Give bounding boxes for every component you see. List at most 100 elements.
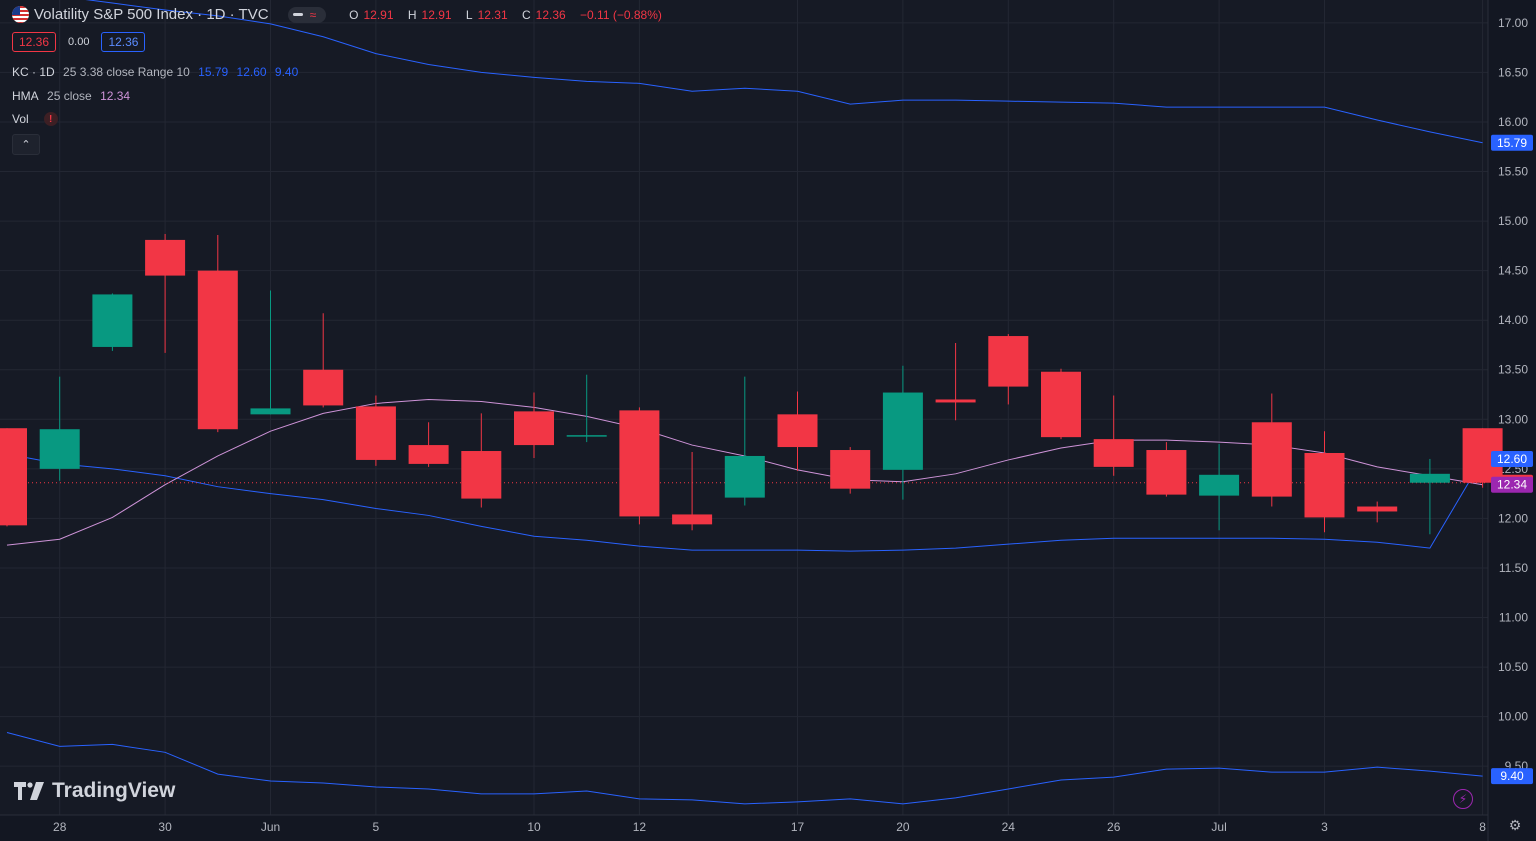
x-tick-label: Jul (1211, 820, 1226, 834)
x-tick-label: 28 (53, 820, 67, 834)
y-tick-label: 11.00 (1499, 611, 1528, 625)
high-value: 12.91 (421, 7, 452, 22)
close-value: 12.36 (535, 7, 566, 22)
y-tick-label: 13.50 (1498, 363, 1528, 377)
candle-body (39, 429, 80, 469)
candle-body (882, 392, 923, 470)
candle-body (988, 336, 1029, 387)
plot-area (0, 0, 1488, 815)
x-tick-label: 5 (373, 820, 380, 834)
kc-middle-value: 12.60 (236, 65, 267, 79)
candle-body (0, 428, 27, 526)
warning-icon[interactable]: ! (43, 112, 58, 126)
x-tick-label: 10 (527, 820, 541, 834)
y-tick-label: 16.00 (1498, 115, 1528, 129)
open-key: O (349, 7, 359, 22)
candle-body (1199, 474, 1240, 496)
collapse-legend-button[interactable]: ⌃ (12, 134, 40, 155)
x-tick-label: Jun (261, 820, 280, 834)
candle-body (461, 451, 502, 499)
kc-params: 25 3.38 close Range 10 (63, 65, 190, 79)
kc-name: KC · 1D (12, 65, 55, 79)
y-tick-label: 12.00 (1498, 511, 1528, 525)
spread-value: 0.00 (68, 36, 90, 48)
sell-price-button[interactable]: 12.36 (12, 32, 57, 52)
candle-body (408, 445, 449, 464)
high-key: H (407, 7, 417, 22)
kc-upper-value: 15.79 (198, 65, 229, 79)
candle-body (1251, 422, 1292, 497)
trade-buttons: 12.36 0.00 12.36 (12, 32, 150, 52)
logo-text: TradingView (52, 779, 176, 802)
hma-name: HMA (12, 89, 39, 103)
symbol-title[interactable]: Volatility S&P 500 Index · 1D · TVC (34, 6, 269, 23)
market-status-pill[interactable]: ≈ (287, 6, 327, 23)
candle-body (672, 514, 713, 525)
kc-upper-line (85, 0, 1483, 144)
kc-middle-line (6, 453, 1484, 552)
candle-body (1041, 371, 1081, 438)
hma-legend[interactable]: HMA 25 close 12.34 (12, 89, 135, 103)
tradingview-logo[interactable]: TradingView (14, 779, 175, 803)
price-label-box (1491, 134, 1533, 151)
kc-lower-line (6, 731, 1483, 805)
gear-icon[interactable]: ⚙ (1508, 816, 1522, 833)
kc-legend[interactable]: KC · 1D 25 3.38 close Range 10 15.79 12.… (12, 65, 303, 79)
y-tick-label: 15.50 (1498, 165, 1528, 179)
x-tick-label: 24 (1002, 820, 1016, 834)
price-label: 15.79 (1497, 136, 1527, 150)
candle-body (355, 406, 396, 460)
x-tick-label: 20 (896, 820, 910, 834)
low-key: L (465, 7, 473, 22)
price-label-box (1491, 476, 1533, 493)
candle-body (777, 414, 818, 448)
y-tick-label: 14.00 (1498, 313, 1528, 327)
candle-body (250, 408, 291, 415)
candle-body (935, 399, 976, 403)
hma-params: 25 close (47, 89, 92, 103)
x-tick-label: 26 (1107, 820, 1121, 834)
x-tick-label: 12 (633, 820, 647, 834)
price-label: 12.60 (1497, 452, 1527, 466)
lightning-icon[interactable]: ⚡ (1453, 789, 1473, 809)
hma-value: 12.34 (100, 89, 131, 103)
price-label-box (1491, 450, 1533, 467)
us-flag-icon (12, 6, 29, 23)
candle-body (1093, 439, 1134, 467)
y-tick-label: 15.00 (1498, 214, 1528, 228)
candle-body (303, 369, 344, 406)
y-tick-label: 11.50 (1499, 561, 1528, 575)
y-tick-label: 10.00 (1498, 710, 1528, 724)
y-tick-label: 10.50 (1498, 660, 1528, 674)
candle-body (1357, 506, 1398, 512)
y-tick-label: 17.00 (1498, 16, 1528, 30)
x-tick-label: 8 (1479, 820, 1486, 834)
x-tick-label: 30 (158, 820, 172, 834)
tradingview-logo-icon (14, 782, 44, 800)
chevron-up-icon: ⌃ (21, 139, 31, 151)
candle-body (1146, 450, 1187, 495)
vol-legend[interactable]: Vol ! (12, 112, 63, 126)
kc-lower-value: 9.40 (274, 65, 299, 79)
y-tick-label: 13.00 (1498, 412, 1528, 426)
candle-body (145, 239, 186, 276)
market-closed-icon (292, 13, 303, 16)
y-tick-label: 14.50 (1498, 264, 1528, 278)
price-label-box (1491, 768, 1533, 785)
candle-body (514, 411, 554, 446)
candle-body (619, 410, 660, 517)
buy-price-button[interactable]: 12.36 (101, 32, 146, 52)
ohlc-values: O 12.91 H 12.91 L 12.31 C 12.36 −0.11 (−0.88… (349, 8, 667, 22)
candle-body (566, 435, 607, 437)
open-value: 12.91 (363, 7, 394, 22)
low-value: 12.31 (477, 7, 508, 22)
price-label: 12.34 (1497, 478, 1527, 492)
delayed-data-icon: ≈ (309, 7, 317, 22)
close-key: C (521, 7, 531, 22)
candle-body (1409, 473, 1450, 483)
x-tick-label: 3 (1321, 820, 1328, 834)
price-label: 9.40 (1500, 769, 1524, 783)
candle-body (197, 270, 238, 430)
